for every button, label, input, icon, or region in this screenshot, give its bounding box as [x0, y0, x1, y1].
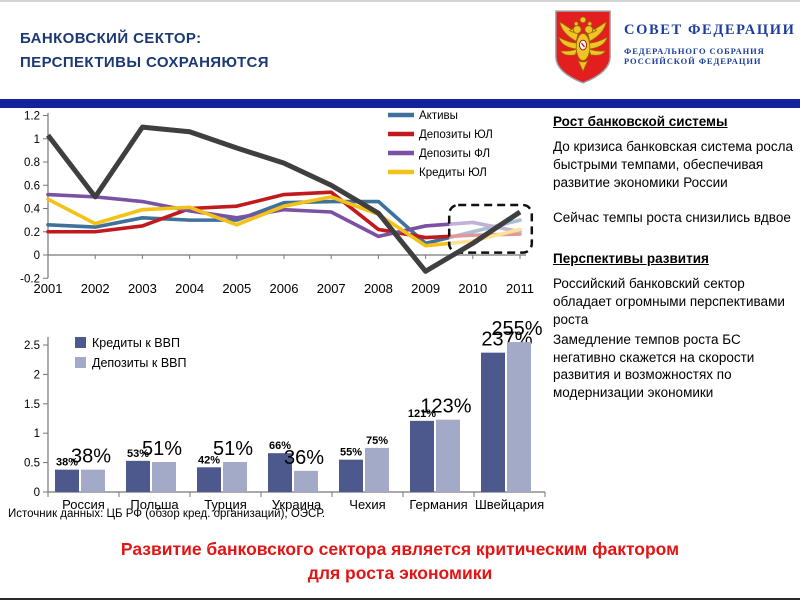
page-title-line1: БАНКОВСКИЙ СЕКТОР:: [20, 30, 202, 47]
bar-chart: 00.511.522.538%38%Россия53%51%Польша42%5…: [24, 318, 546, 512]
svg-text:1.2: 1.2: [24, 111, 40, 123]
svg-text:2001: 2001: [34, 281, 63, 296]
bar-Польша: [126, 460, 150, 492]
svg-text:0: 0: [34, 250, 40, 262]
svg-text:Чехия: Чехия: [349, 497, 385, 512]
series-line: [46, 199, 522, 246]
org-subtitle-1: ФЕДЕРАЛЬНОГО СОБРАНИЯ: [624, 46, 765, 56]
bar-Польша: [152, 462, 176, 492]
sidebar-heading-prospects: Перспективы развития: [553, 251, 709, 267]
bar-Россия: [55, 469, 79, 492]
bar-Украина: [294, 470, 318, 492]
svg-text:0.5: 0.5: [24, 458, 40, 470]
header-divider-bar: [0, 99, 800, 108]
svg-text:Депозиты ФЛ: Депозиты ФЛ: [419, 148, 490, 160]
russia-coat-of-arms-icon: [552, 8, 614, 86]
svg-text:2.5: 2.5: [24, 340, 40, 352]
svg-text:2008: 2008: [364, 281, 393, 296]
svg-text:Турция: Турция: [204, 497, 247, 512]
org-text: СОВЕТ ФЕДЕРАЦИИ ФЕДЕРАЛЬНОГО СОБРАНИЯ РО…: [624, 8, 795, 86]
svg-text:53%: 53%: [127, 448, 149, 460]
bar-Украина: [268, 453, 292, 492]
svg-text:Украина: Украина: [272, 497, 322, 512]
footer-message: Развитие банковского сектора является кр…: [0, 537, 800, 585]
svg-text:Германия: Германия: [409, 497, 467, 512]
svg-text:2011: 2011: [506, 281, 534, 296]
svg-text:1: 1: [34, 428, 40, 440]
sidebar-paragraph: Сейчас темпы роста снизились вдвое: [553, 210, 791, 226]
svg-text:0.8: 0.8: [24, 157, 40, 169]
footer-message-line1: Развитие банковского сектора является кр…: [120, 539, 680, 559]
sidebar-paragraph: Российский банковский сектор обладает ог…: [553, 276, 785, 327]
federation-council-brand: СОВЕТ ФЕДЕРАЦИИ ФЕДЕРАЛЬНОГО СОБРАНИЯ РО…: [552, 8, 795, 86]
svg-text:0.4: 0.4: [24, 204, 41, 216]
page-title: БАНКОВСКИЙ СЕКТОР: ПЕРСПЕКТИВЫ СОХРАНЯЮТ…: [20, 27, 269, 75]
series-line: [46, 190, 522, 240]
source-note: Источник данных: ЦБ РФ (обзор кред. орга…: [8, 508, 326, 520]
bar-Чехия: [365, 447, 389, 492]
svg-text:2003: 2003: [128, 281, 157, 296]
svg-text:Активы: Активы: [419, 110, 458, 122]
svg-text:Кредиты к ВВП: Кредиты к ВВП: [92, 336, 180, 350]
svg-text:2006: 2006: [270, 281, 299, 296]
series-line-unlabeled: [46, 124, 522, 274]
org-subtitle-2: РОССИЙСКОЙ ФЕДЕРАЦИИ: [624, 56, 762, 66]
svg-text:0.2: 0.2: [24, 227, 40, 239]
svg-text:2005: 2005: [222, 281, 251, 296]
bar-Чехия: [339, 459, 363, 492]
bar-Россия: [81, 469, 105, 492]
svg-text:Швейцария: Швейцария: [475, 497, 544, 512]
svg-text:2004: 2004: [175, 281, 204, 296]
svg-text:123%: 123%: [420, 396, 471, 418]
svg-text:51%: 51%: [213, 438, 253, 460]
svg-text:36%: 36%: [284, 447, 324, 469]
svg-text:66%: 66%: [269, 440, 291, 452]
org-name: СОВЕТ ФЕДЕРАЦИИ: [624, 22, 796, 38]
footer-message-line2: для роста экономики: [307, 563, 493, 584]
bar-Турция: [197, 467, 221, 492]
bar-Германия: [436, 419, 460, 492]
bar-Швейцария: [507, 342, 531, 492]
svg-text:Польша: Польша: [130, 497, 179, 512]
svg-text:51%: 51%: [142, 438, 182, 460]
legend-swatch: [75, 357, 86, 368]
sidebar-paragraph: До кризиса банковская система росла быст…: [553, 139, 794, 190]
svg-text:2: 2: [34, 369, 40, 381]
sidebar-heading-growth: Рост банковской системы: [553, 114, 728, 129]
svg-text:38%: 38%: [56, 457, 78, 469]
series-line: [46, 192, 522, 239]
svg-text:55%: 55%: [340, 447, 362, 459]
svg-text:121%: 121%: [408, 408, 436, 420]
page-title-line2: ПЕРСПЕКТИВЫ СОХРАНЯЮТСЯ: [20, 54, 269, 71]
svg-text:42%: 42%: [198, 454, 220, 466]
svg-text:Кредиты ЮЛ: Кредиты ЮЛ: [419, 167, 487, 179]
svg-text:0.6: 0.6: [24, 180, 40, 192]
legend-swatch: [75, 337, 86, 348]
svg-text:2002: 2002: [81, 281, 110, 296]
svg-text:1: 1: [34, 134, 40, 146]
svg-text:2009: 2009: [411, 281, 440, 296]
svg-text:Депозиты ЮЛ: Депозиты ЮЛ: [419, 129, 493, 141]
svg-text:0: 0: [34, 487, 40, 499]
svg-text:75%: 75%: [366, 435, 388, 447]
svg-text:Россия: Россия: [62, 497, 105, 512]
bar-Швейцария: [481, 352, 505, 492]
svg-text:1.5: 1.5: [24, 399, 40, 411]
svg-text:38%: 38%: [71, 446, 111, 468]
svg-text:-0.2: -0.2: [20, 273, 40, 285]
sidebar-paragraph: Замедление темпов роста БС негативно ска…: [553, 331, 755, 401]
svg-text:255%: 255%: [491, 318, 542, 340]
bar-Турция: [223, 462, 247, 492]
series-line: [46, 195, 522, 248]
svg-text:2007: 2007: [317, 281, 346, 296]
bar-Германия: [410, 420, 434, 492]
sidebar: Рост банковской системы До кризиса банко…: [553, 114, 795, 402]
svg-text:Депозиты к ВВП: Депозиты к ВВП: [92, 356, 187, 370]
svg-text:2010: 2010: [458, 281, 487, 296]
